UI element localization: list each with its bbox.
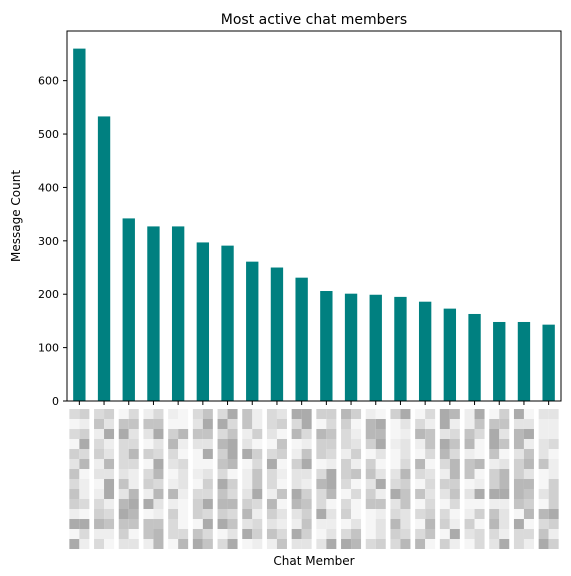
y-tick-label: 300 xyxy=(38,235,59,248)
bar-5 xyxy=(171,226,185,401)
bar-1 xyxy=(73,48,86,402)
x-tick-label-17 xyxy=(464,409,485,549)
bar-4 xyxy=(147,226,160,401)
x-tick-label-16 xyxy=(439,409,460,549)
x-tick-label-6 xyxy=(192,409,213,549)
y-tick-label: 100 xyxy=(38,342,59,355)
bar-8 xyxy=(246,261,259,401)
y-tick-label: 200 xyxy=(38,288,59,301)
x-tick-label-10 xyxy=(291,409,312,549)
x-tick-label-4 xyxy=(143,409,164,549)
plot-area xyxy=(73,48,555,402)
bar-18 xyxy=(493,321,506,401)
y-tick-label: 400 xyxy=(38,181,59,194)
bar-17 xyxy=(468,313,481,401)
x-tick-label-13 xyxy=(365,409,386,549)
bar-6 xyxy=(196,242,210,401)
x-tick-label-8 xyxy=(242,409,263,549)
y-tick-label: 500 xyxy=(38,128,59,141)
bar-10 xyxy=(295,277,308,401)
bar-14 xyxy=(394,296,407,401)
x-tick-label-11 xyxy=(316,409,337,549)
chart-title: Most active chat members xyxy=(221,12,407,28)
x-tick-label-3 xyxy=(118,409,139,549)
y-tick-label: 600 xyxy=(38,75,59,88)
y-axis-label: Message Count xyxy=(9,170,23,262)
bar-3 xyxy=(122,218,135,401)
x-tick-label-18 xyxy=(489,409,510,549)
bar-15 xyxy=(418,301,432,401)
bar-12 xyxy=(344,293,358,401)
x-tick-labels-pixelated xyxy=(69,401,559,549)
x-tick-label-1 xyxy=(69,409,90,549)
x-axis-label: Chat Member xyxy=(273,554,354,568)
bar-13 xyxy=(369,294,382,401)
plot-frame xyxy=(66,30,562,402)
x-tick-label-7 xyxy=(217,409,238,549)
x-tick-label-15 xyxy=(415,409,436,549)
bar-9 xyxy=(270,267,284,401)
x-tick-label-9 xyxy=(266,409,287,549)
x-tick-label-2 xyxy=(94,409,115,549)
bar-7 xyxy=(221,245,234,401)
bar-11 xyxy=(320,291,333,401)
x-tick-label-5 xyxy=(168,409,189,549)
y-axis: 0 100 200 300 400 500 600 xyxy=(38,75,67,408)
x-tick-label-20 xyxy=(538,409,559,549)
y-tick-label: 0 xyxy=(52,395,59,408)
bar-20 xyxy=(542,324,555,401)
x-tick-label-12 xyxy=(341,409,362,549)
bar-2 xyxy=(97,116,111,402)
bar-19 xyxy=(517,321,531,401)
x-tick-label-14 xyxy=(390,409,411,549)
bar-16 xyxy=(443,308,457,401)
x-tick-label-19 xyxy=(513,409,534,549)
